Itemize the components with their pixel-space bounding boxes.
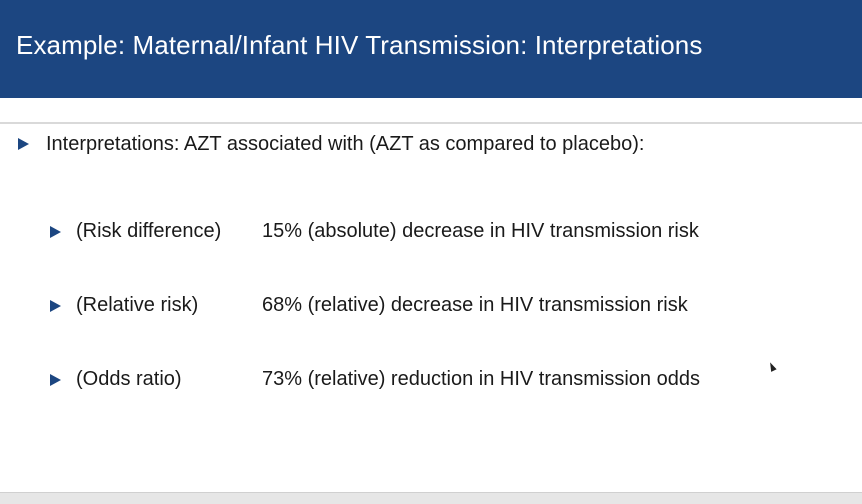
title-bar: Example: Maternal/Infant HIV Transmissio… — [0, 0, 862, 98]
slide: Example: Maternal/Infant HIV Transmissio… — [0, 0, 862, 492]
item-value-relative-risk: 68% (relative) decrease in HIV transmiss… — [262, 294, 688, 316]
mouse-pointer-icon — [767, 361, 777, 372]
triangle-bullet-icon — [50, 374, 61, 386]
item-label-odds-ratio: (Odds ratio) — [76, 368, 182, 390]
triangle-bullet-icon — [18, 138, 29, 150]
divider — [0, 122, 862, 124]
slide-title: Example: Maternal/Infant HIV Transmissio… — [16, 30, 703, 60]
triangle-bullet-icon — [50, 300, 61, 312]
item-label-risk-difference: (Risk difference) — [76, 220, 222, 242]
item-label-relative-risk: (Relative risk) — [76, 294, 199, 316]
intro-text: Interpretations: AZT associated with (AZ… — [46, 133, 645, 155]
item-value-risk-difference: 15% (absolute) decrease in HIV transmiss… — [262, 220, 699, 242]
triangle-bullet-icon — [50, 226, 61, 238]
item-value-odds-ratio: 73% (relative) reduction in HIV transmis… — [262, 368, 700, 390]
bottom-strip — [0, 492, 862, 504]
